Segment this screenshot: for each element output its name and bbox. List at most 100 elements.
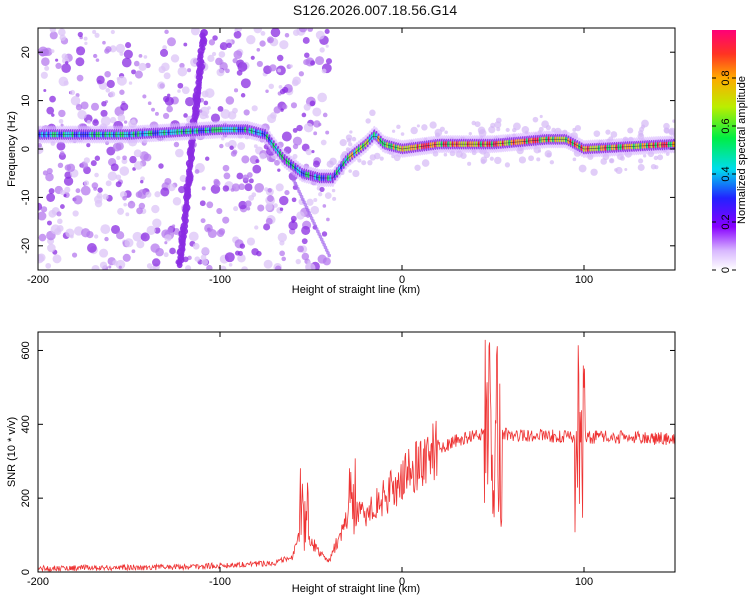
noise-blob (477, 126, 486, 135)
noise-blob (72, 252, 78, 258)
noise-blob (167, 183, 176, 192)
noise-blob (303, 103, 311, 111)
noise-blob (108, 265, 112, 269)
noise-blob (56, 211, 62, 217)
noise-blob (321, 231, 328, 237)
noise-blob (347, 142, 353, 147)
noise-blob (410, 126, 418, 135)
streak-blob (326, 251, 330, 255)
noise-blob (207, 54, 215, 62)
noise-blob (416, 124, 420, 128)
noise-blob (70, 234, 74, 239)
noise-blob (181, 86, 190, 95)
noise-blob (201, 258, 209, 266)
noise-blob (60, 204, 65, 209)
noise-blob (152, 258, 161, 267)
noise-blob (318, 122, 322, 127)
noise-blob (277, 68, 282, 73)
noise-blob (468, 131, 472, 136)
noise-blob (223, 172, 231, 180)
noise-blob (279, 207, 284, 211)
spectrogram-ytick-label: -10 (20, 189, 32, 205)
streak-blob (303, 202, 308, 207)
noise-blob (251, 248, 259, 256)
noise-blob (504, 162, 510, 168)
noise-blob (257, 204, 265, 212)
noise-blob (46, 168, 53, 175)
noise-blob (309, 60, 316, 66)
noise-blob (102, 40, 106, 45)
noise-blob (309, 100, 316, 107)
noise-blob (58, 119, 64, 124)
noise-blob (546, 152, 552, 158)
noise-blob (240, 78, 251, 89)
noise-blob (429, 121, 437, 129)
noise-blob (317, 254, 327, 264)
noise-blob (265, 217, 273, 225)
noise-blob (169, 247, 176, 255)
noise-blob (163, 252, 169, 258)
noise-blob (324, 28, 330, 35)
noise-blob (96, 75, 105, 85)
noise-blob (224, 142, 230, 148)
spectrogram-xtick-label: -200 (27, 274, 49, 286)
noise-blob (200, 218, 206, 224)
noise-blob (290, 215, 297, 222)
noise-blob (95, 58, 100, 62)
noise-blob (267, 188, 272, 193)
noise-blob (292, 127, 298, 133)
noise-blob (590, 168, 598, 176)
noise-blob (276, 54, 284, 62)
noise-blob (494, 156, 502, 165)
noise-blob (251, 105, 258, 112)
noise-blob (284, 189, 290, 196)
noise-blob (134, 161, 143, 170)
noise-blob (164, 234, 172, 242)
snr-series-line (38, 339, 675, 572)
noise-blob (125, 212, 130, 217)
noise-blob (319, 186, 325, 193)
noise-blob (339, 139, 347, 147)
spectrogram-ytick-label: 0 (20, 146, 32, 152)
noise-blob (274, 159, 280, 166)
noise-blob (105, 88, 111, 93)
noise-blob (252, 164, 262, 174)
streak-blob (297, 189, 301, 194)
noise-blob (256, 60, 263, 67)
noise-blob (346, 137, 352, 143)
noise-blob (528, 155, 534, 162)
noise-blob (133, 60, 140, 67)
noise-blob (268, 83, 275, 90)
spectrogram-ytick-label: 20 (20, 46, 32, 58)
noise-blob (203, 100, 209, 106)
colorbar-gradient (712, 30, 736, 270)
noise-blob (494, 121, 502, 129)
noise-blob (163, 112, 170, 120)
noise-blob (173, 141, 180, 148)
noise-blob (115, 43, 126, 54)
noise-blob (153, 227, 161, 234)
noise-blob (132, 231, 143, 242)
noise-blob (614, 168, 618, 172)
noise-blob (143, 153, 152, 162)
noise-blob (357, 158, 362, 163)
noise-blob (162, 45, 168, 50)
noise-blob (142, 94, 147, 99)
noise-blob (170, 54, 180, 63)
noise-blob (259, 40, 266, 47)
noise-blob (80, 101, 89, 110)
noise-blob (279, 88, 286, 95)
snr-ytick-label: 400 (20, 415, 32, 433)
noise-blob (81, 228, 91, 238)
noise-blob (109, 91, 116, 98)
noise-blob (638, 158, 644, 164)
noise-blob (38, 233, 47, 242)
noise-blob (94, 234, 99, 239)
noise-blob (302, 37, 310, 44)
noise-blob (367, 160, 373, 166)
noise-blob (192, 242, 200, 250)
noise-blob (288, 220, 298, 231)
noise-blob (313, 197, 318, 202)
noise-blob (179, 174, 187, 183)
noise-blob (115, 259, 126, 270)
